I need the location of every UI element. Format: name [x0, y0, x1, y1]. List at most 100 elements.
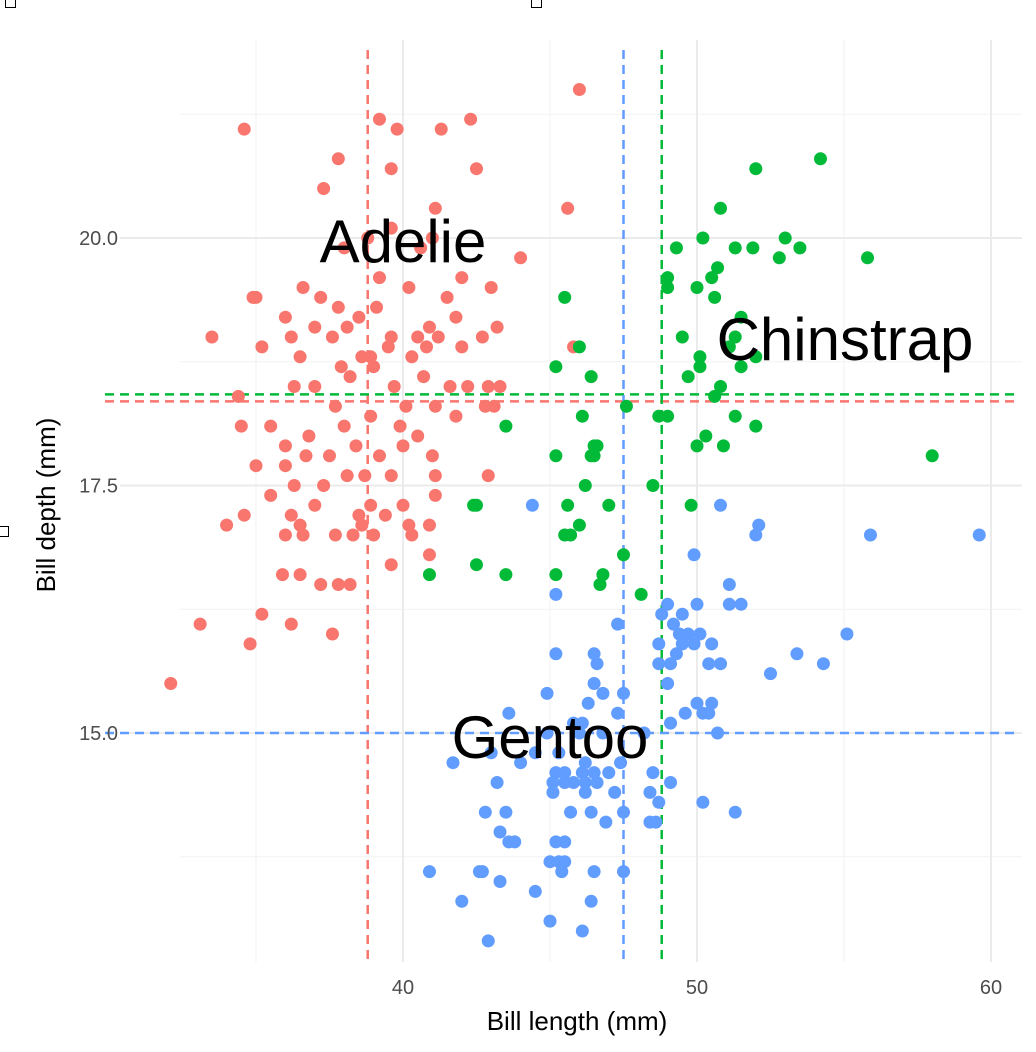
point-gentoo [611, 706, 625, 720]
point-adelie [384, 221, 398, 235]
point-gentoo [675, 607, 689, 621]
point-adelie [334, 360, 348, 374]
point-chinstrap [728, 330, 742, 344]
point-gentoo [790, 647, 804, 661]
point-adelie [299, 449, 313, 463]
point-adelie [428, 201, 442, 215]
point-gentoo [655, 607, 669, 621]
point-adelie [287, 479, 301, 492]
point-adelie [349, 439, 363, 453]
point-gentoo [493, 825, 507, 839]
point-adelie [420, 340, 434, 354]
point-chinstrap [722, 340, 736, 354]
point-adelie [475, 330, 489, 344]
point-adelie [402, 281, 416, 294]
point-gentoo [546, 776, 560, 789]
point-gentoo [514, 756, 528, 770]
point-gentoo [578, 756, 592, 770]
point-adelie [514, 251, 528, 265]
point-adelie [481, 469, 495, 483]
point-chinstrap [861, 251, 875, 265]
point-gentoo [587, 865, 601, 879]
point-chinstrap [708, 290, 722, 304]
point-gentoo [661, 677, 675, 690]
point-adelie [296, 281, 310, 294]
data-points [164, 83, 986, 948]
point-chinstrap [693, 360, 707, 374]
point-gentoo [549, 647, 563, 661]
point-adelie [284, 617, 298, 631]
species-label-chinstrap: Chinstrap [717, 306, 974, 373]
point-chinstrap [422, 568, 436, 582]
point-adelie [337, 419, 351, 433]
point-chinstrap [590, 439, 604, 453]
point-gentoo [711, 726, 725, 740]
point-chinstrap [708, 389, 722, 403]
point-chinstrap [661, 271, 675, 285]
point-gentoo [549, 587, 563, 601]
point-gentoo [687, 637, 701, 651]
point-chinstrap [690, 281, 704, 294]
point-gentoo [422, 865, 436, 879]
point-gentoo [752, 518, 766, 532]
point-gentoo [446, 756, 460, 770]
point-chinstrap [813, 152, 827, 166]
point-chinstrap [728, 409, 742, 423]
point-adelie [428, 469, 442, 483]
point-gentoo [558, 766, 572, 780]
point-adelie [296, 528, 310, 542]
point-chinstrap [734, 360, 748, 374]
point-gentoo [564, 805, 578, 819]
point-chinstrap [596, 568, 610, 582]
point-adelie [434, 122, 448, 136]
point-adelie [278, 459, 292, 473]
point-chinstrap [572, 518, 586, 532]
point-gentoo [702, 706, 716, 720]
point-adelie [364, 350, 378, 364]
point-chinstrap [716, 439, 730, 453]
point-gentoo [584, 805, 598, 819]
point-adelie [414, 241, 428, 255]
species-label-adelie: Adelie [320, 208, 487, 275]
point-chinstrap [711, 261, 725, 275]
point-adelie [455, 340, 469, 354]
point-adelie [422, 548, 436, 562]
point-gentoo [608, 785, 622, 799]
point-chinstrap [549, 568, 563, 582]
point-chinstrap [793, 241, 807, 255]
point-adelie [378, 508, 392, 522]
point-gentoo [764, 667, 777, 681]
point-chinstrap [693, 350, 707, 364]
point-gentoo [652, 795, 666, 809]
corner-marker-mid [531, 0, 542, 8]
point-adelie [302, 429, 316, 443]
point-adelie [328, 528, 342, 542]
point-gentoo [705, 637, 719, 651]
point-gentoo [614, 756, 628, 770]
point-chinstrap [619, 399, 633, 413]
point-adelie [264, 488, 278, 502]
point-gentoo [587, 766, 601, 780]
point-chinstrap [746, 241, 760, 255]
point-gentoo [499, 805, 513, 819]
point-adelie [449, 409, 463, 423]
point-chinstrap [572, 340, 586, 354]
point-chinstrap [714, 201, 728, 215]
point-adelie [293, 568, 307, 582]
point-gentoo [525, 498, 539, 512]
point-adelie [361, 231, 375, 245]
point-gentoo [681, 627, 695, 641]
point-adelie [425, 449, 439, 463]
point-adelie [405, 350, 419, 364]
grid-lines [120, 40, 1022, 962]
point-chinstrap [696, 231, 710, 245]
point-adelie [355, 518, 369, 532]
point-adelie [325, 627, 339, 641]
point-adelie [231, 389, 245, 403]
point-adelie [343, 370, 357, 384]
point-adelie [384, 558, 398, 572]
point-chinstrap [617, 548, 630, 562]
point-gentoo [714, 498, 728, 512]
point-gentoo [508, 835, 522, 849]
y-tick-label: 20.0 [79, 228, 118, 250]
